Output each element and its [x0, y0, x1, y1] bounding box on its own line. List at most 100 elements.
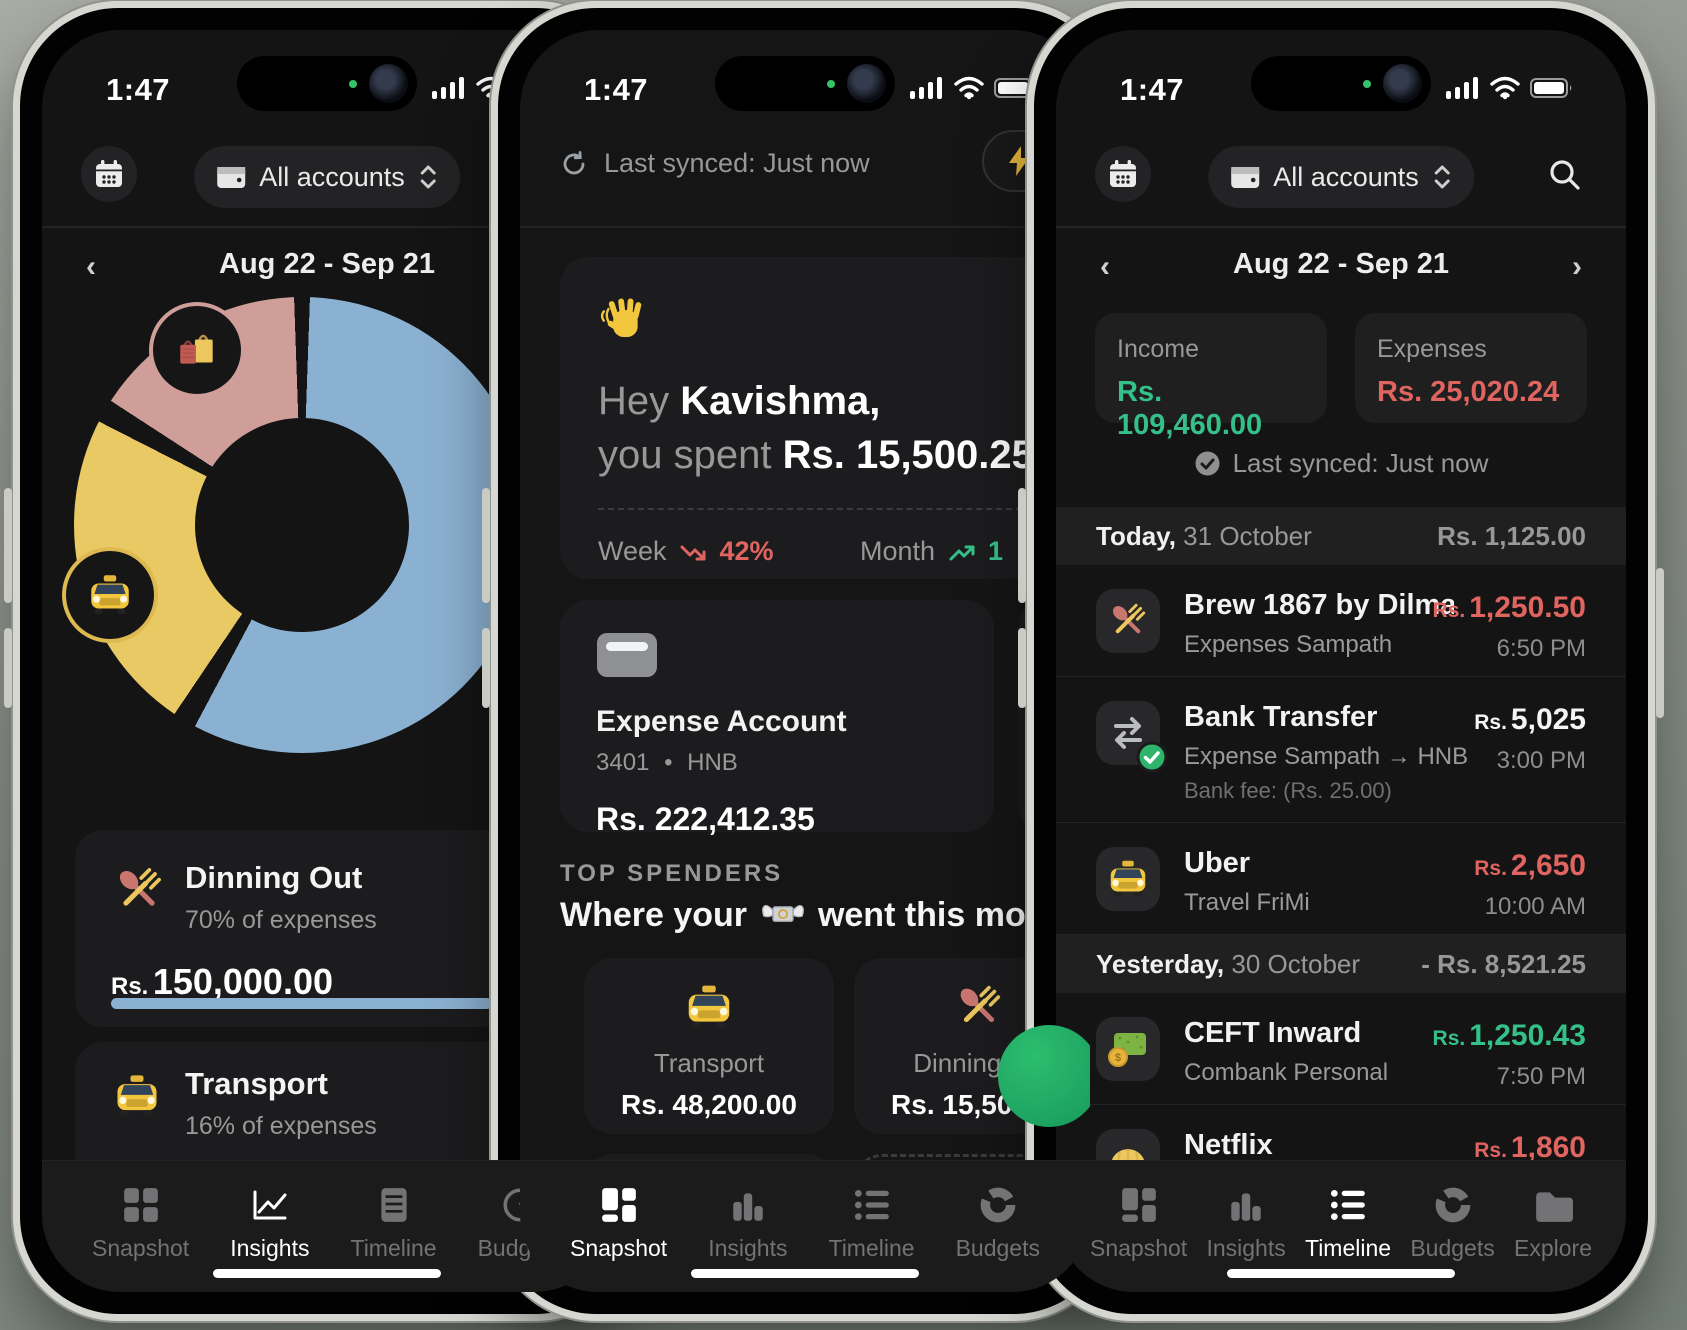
dynamic-island: [715, 56, 895, 111]
date-range-label: Aug 22 - Sep 21: [219, 248, 435, 280]
donut-chart-icon: [980, 1187, 1016, 1223]
volume-button[interactable]: [482, 628, 490, 708]
account-selector[interactable]: All accounts: [194, 146, 460, 208]
date-range-label: Aug 22 - Sep 21: [1233, 248, 1449, 280]
day-group-header: Today, 31 October Rs. 1,125.00: [1056, 507, 1626, 565]
transport-slice-bubble[interactable]: [62, 547, 158, 643]
bar-chart-icon: [733, 1193, 763, 1221]
transaction-row[interactable]: Uber Travel FriMi Rs. 2,650 10:00 AM: [1056, 823, 1626, 935]
chevron-up-down-icon: [1434, 165, 1450, 189]
transaction-icon-tile: $: [1096, 1017, 1160, 1081]
divider: [520, 226, 1090, 228]
home-indicator[interactable]: [1227, 1269, 1455, 1278]
calendar-button[interactable]: [1095, 146, 1151, 202]
taxi-icon: [91, 575, 129, 614]
account-card[interactable]: Expense Account 3401 • HNB Rs. 222,412.3…: [560, 600, 994, 837]
volume-button[interactable]: [4, 628, 12, 708]
dashboard-icon: [601, 1188, 636, 1222]
expense-donut-chart[interactable]: [74, 297, 530, 753]
prev-period-button[interactable]: ‹: [86, 250, 96, 283]
currency-prefix: Rs.: [111, 973, 149, 1000]
sync-status-label: Last synced: Just now: [1232, 448, 1489, 478]
credit-card-icon: [597, 633, 657, 677]
tab-insights[interactable]: Insights: [1206, 1185, 1286, 1262]
tab-timeline[interactable]: Timeline: [1305, 1185, 1391, 1262]
phone-snapshot: 1:47 Last synced: Just now Hey Kavishma,…: [482, 8, 1112, 1314]
day-group-title: Today, 31 October: [1096, 521, 1312, 552]
transaction-row[interactable]: Bank Transfer Expense Sampath → HNB Bank…: [1056, 677, 1626, 823]
day-label: Yesterday,: [1096, 948, 1225, 979]
home-indicator[interactable]: [213, 1269, 441, 1278]
shopping-bags-icon: [180, 334, 213, 364]
spender-card-transport[interactable]: Transport Rs. 48,200.00: [584, 958, 834, 1134]
search-icon: [1550, 160, 1580, 190]
volume-button[interactable]: [1018, 488, 1026, 603]
tab-insights[interactable]: Insights: [708, 1185, 787, 1262]
cash-icon: $: [1108, 1033, 1146, 1067]
tab-insights[interactable]: Insights: [230, 1185, 309, 1262]
volume-button[interactable]: [4, 488, 12, 603]
clock: 1:47: [106, 72, 171, 107]
account-balance: Rs. 222,412.35: [596, 801, 815, 837]
tab-timeline[interactable]: Timeline: [351, 1185, 437, 1262]
stats-row: Week 42% Rs. 42,412.35 Month 1 Rs. 85,24…: [598, 536, 1042, 579]
week-label: Week: [598, 536, 667, 566]
volume-button[interactable]: [1018, 628, 1026, 708]
category-subtitle: 70% of expenses: [185, 906, 377, 934]
signal-icon: [910, 77, 942, 99]
power-button[interactable]: [1656, 568, 1664, 718]
transaction-amount: Rs. 2,650: [1474, 849, 1586, 883]
next-period-button[interactable]: ›: [1572, 250, 1582, 283]
search-button[interactable]: [1548, 158, 1582, 197]
transaction-row[interactable]: $ CEFT Inward Combank Personal Rs. 1,250.…: [1056, 993, 1626, 1105]
tab-snapshot[interactable]: Snapshot: [1090, 1185, 1187, 1262]
transaction-name: CEFT Inward: [1184, 1017, 1362, 1049]
expenses-card[interactable]: Expenses Rs. 25,020.24: [1355, 313, 1587, 423]
spender-amount: Rs. 48,200.00: [621, 1089, 797, 1120]
tab-budgets[interactable]: Budgets: [1410, 1185, 1495, 1262]
transaction-name: Netflix: [1184, 1129, 1273, 1161]
income-label: Income: [1117, 335, 1199, 363]
transaction-amount: Rs. 5,025: [1474, 703, 1586, 737]
spent-amount: Rs. 15,500.25: [782, 433, 1034, 477]
currency-prefix: Rs.: [1432, 599, 1466, 622]
signal-icon: [432, 77, 464, 99]
battery-icon: [994, 78, 1036, 98]
day-total: - Rs. 8,521.25: [1421, 948, 1586, 979]
category-title: Transport: [185, 1066, 328, 1101]
tab-budgets[interactable]: Budgets: [956, 1185, 1040, 1262]
transaction-row[interactable]: Brew 1867 by Dilma... Expenses Sampath R…: [1056, 565, 1626, 677]
tab-label: Snapshot: [1090, 1235, 1188, 1261]
transaction-account: Travel FriMi: [1184, 889, 1310, 916]
tab-explore[interactable]: Explore: [1514, 1185, 1592, 1262]
clock: 1:47: [1120, 72, 1185, 107]
calendar-button[interactable]: [81, 146, 137, 202]
transaction-name: Uber: [1184, 847, 1251, 879]
day-date: 30 October: [1231, 948, 1361, 979]
shopping-slice-bubble[interactable]: [149, 302, 245, 398]
add-transaction-fab[interactable]: [998, 1025, 1090, 1127]
tab-label: Budgets: [1410, 1235, 1495, 1261]
sync-status-row: Last synced: Just now: [560, 148, 870, 179]
tab-snapshot[interactable]: Snapshot: [570, 1185, 667, 1262]
lightning-icon: [1009, 146, 1029, 176]
account-selector-label: All accounts: [259, 161, 405, 192]
volume-button[interactable]: [482, 488, 490, 603]
greeting-name: Kavishma,: [680, 379, 881, 423]
phone-timeline: 1:47 All accounts ‹ Aug 22 - Sep 21 › In…: [1018, 8, 1664, 1314]
status-icons: [1446, 76, 1574, 100]
battery-icon: [1530, 78, 1572, 98]
tab-timeline[interactable]: Timeline: [829, 1185, 915, 1262]
currency-prefix: Rs.: [1432, 1027, 1466, 1050]
income-card[interactable]: Income Rs. 109,460.00: [1095, 313, 1327, 441]
home-indicator[interactable]: [691, 1269, 919, 1278]
greeting-hello: Hey: [598, 379, 670, 423]
transaction-amount: Rs. 1,250.50: [1433, 591, 1586, 625]
account-selector[interactable]: All accounts: [1208, 146, 1474, 208]
calendar-icon: [96, 160, 122, 187]
folder-icon: [1536, 1192, 1573, 1222]
tab-label: Snapshot: [92, 1235, 190, 1261]
prev-period-button[interactable]: ‹: [1100, 250, 1110, 283]
category-card-dinning-out[interactable]: Dinning Out 70% of expenses Rs. 150,000.…: [75, 830, 580, 1027]
tab-snapshot[interactable]: Snapshot: [92, 1185, 189, 1262]
